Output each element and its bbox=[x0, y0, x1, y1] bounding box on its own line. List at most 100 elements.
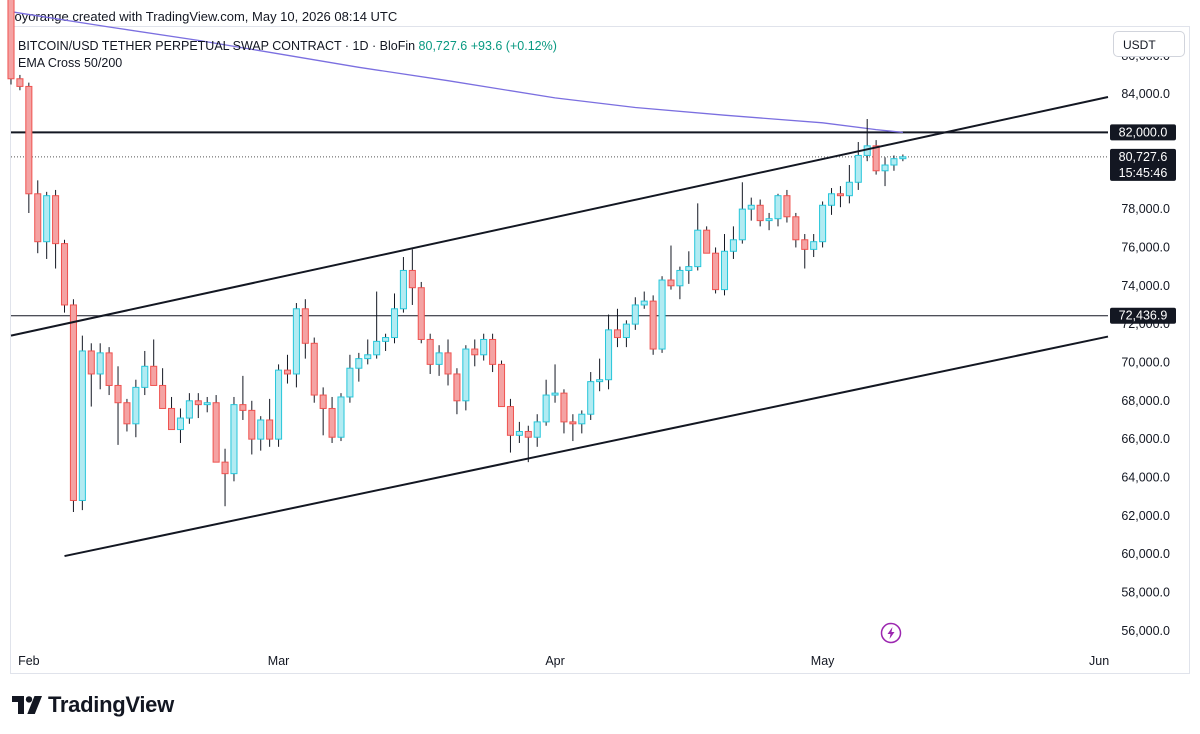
candle-2026-04-06[interactable] bbox=[596, 358, 604, 392]
candle-2026-04-07[interactable] bbox=[605, 314, 613, 390]
candle-2026-04-24[interactable] bbox=[756, 199, 764, 227]
candle-2026-04-17[interactable] bbox=[694, 203, 702, 271]
candle-2026-03-07[interactable] bbox=[328, 396, 336, 443]
trendline-1[interactable] bbox=[64, 335, 1109, 558]
candle-2026-04-21[interactable] bbox=[729, 226, 737, 259]
candle-2026-02-08[interactable] bbox=[87, 343, 95, 407]
candle-2026-04-15[interactable] bbox=[676, 266, 684, 300]
candle-2026-02-14[interactable] bbox=[141, 350, 149, 396]
candle-2026-03-04[interactable] bbox=[301, 299, 309, 359]
candle-2026-04-30[interactable] bbox=[810, 234, 818, 258]
candle-2026-03-24[interactable] bbox=[480, 333, 488, 361]
candle-2026-03-28[interactable] bbox=[515, 421, 523, 443]
candle-2026-03-15[interactable] bbox=[399, 257, 407, 313]
candle-2026-04-27[interactable] bbox=[783, 189, 791, 223]
trendline-0[interactable] bbox=[10, 95, 1109, 337]
candle-2026-05-04[interactable] bbox=[845, 165, 853, 204]
candle-2026-04-26[interactable] bbox=[774, 193, 782, 227]
candle-2026-05-07[interactable] bbox=[872, 140, 880, 175]
candle-2026-05-05[interactable] bbox=[854, 142, 862, 190]
candle-2026-04-19[interactable] bbox=[712, 247, 720, 294]
candle-2026-04-03[interactable] bbox=[569, 414, 577, 442]
candle-2026-02-18[interactable] bbox=[176, 408, 184, 443]
candle-2026-03-03[interactable] bbox=[292, 303, 300, 388]
candle-2026-03-29[interactable] bbox=[524, 425, 532, 463]
candle-2026-03-16[interactable] bbox=[408, 249, 416, 305]
candle-2026-05-09[interactable] bbox=[890, 155, 898, 171]
legend-indicator[interactable]: EMA Cross 50/200 bbox=[18, 56, 123, 70]
candle-2026-02-15[interactable] bbox=[150, 339, 158, 386]
candle-2026-04-18[interactable] bbox=[703, 226, 711, 254]
candle-2026-03-20[interactable] bbox=[444, 339, 452, 386]
candle-2026-02-25[interactable] bbox=[239, 375, 247, 420]
candle-2026-04-08[interactable] bbox=[613, 308, 622, 348]
candle-2026-05-01[interactable] bbox=[819, 201, 827, 248]
candle-2026-03-18[interactable] bbox=[426, 333, 434, 374]
candle-2026-05-03[interactable] bbox=[836, 186, 844, 208]
candle-2026-04-25[interactable] bbox=[765, 212, 773, 231]
candle-2026-04-04[interactable] bbox=[578, 410, 586, 434]
candle-2026-03-17[interactable] bbox=[417, 281, 425, 344]
candle-2026-02-02[interactable] bbox=[34, 180, 42, 254]
candle-2026-02-05[interactable] bbox=[60, 239, 69, 313]
price-tag[interactable]: 80,727.6 15:45:46 bbox=[1110, 148, 1176, 181]
candle-2026-03-31[interactable] bbox=[542, 379, 550, 426]
candle-2026-03-23[interactable] bbox=[471, 339, 479, 367]
candle-2026-03-19[interactable] bbox=[435, 345, 443, 376]
candle-2026-02-03[interactable] bbox=[43, 191, 51, 259]
candle-2026-02-12[interactable] bbox=[123, 398, 131, 432]
candle-2026-04-09[interactable] bbox=[622, 320, 630, 348]
candle-2026-02-27[interactable] bbox=[257, 416, 265, 451]
candle-2026-02-04[interactable] bbox=[52, 189, 60, 269]
candle-2026-04-14[interactable] bbox=[667, 245, 675, 290]
candle-2026-05-02[interactable] bbox=[827, 188, 836, 215]
candle-2026-03-22[interactable] bbox=[462, 345, 470, 411]
candle-2026-05-08[interactable] bbox=[881, 157, 889, 187]
candle-2026-04-10[interactable] bbox=[631, 297, 639, 330]
candle-2026-02-11[interactable] bbox=[114, 366, 122, 445]
candle-2026-03-13[interactable] bbox=[382, 333, 390, 351]
candle-2026-03-10[interactable] bbox=[355, 352, 363, 382]
candle-2026-03-08[interactable] bbox=[337, 393, 345, 442]
candle-2026-02-13[interactable] bbox=[132, 379, 140, 438]
candle-2026-03-02[interactable] bbox=[283, 354, 292, 384]
candle-2026-02-06[interactable] bbox=[69, 299, 77, 512]
candle-2026-03-25[interactable] bbox=[489, 333, 497, 373]
candle-2026-05-06[interactable] bbox=[863, 119, 871, 162]
candle-2026-03-01[interactable] bbox=[275, 364, 283, 447]
candle-2026-02-20[interactable] bbox=[194, 393, 202, 419]
candle-2026-03-06[interactable] bbox=[319, 387, 327, 436]
candle-2026-02-09[interactable] bbox=[96, 343, 104, 390]
candle-2026-04-12[interactable] bbox=[649, 295, 657, 355]
legend-symbol-row[interactable]: BITCOIN/USD TETHER PERPETUAL SWAP CONTRA… bbox=[18, 38, 557, 55]
candle-2026-02-01[interactable] bbox=[25, 82, 33, 213]
candle-2026-02-24[interactable] bbox=[230, 396, 238, 482]
candle-2026-02-16[interactable] bbox=[159, 368, 167, 409]
candle-2026-03-09[interactable] bbox=[346, 354, 354, 403]
legend-symbol[interactable]: BITCOIN/USD TETHER PERPETUAL SWAP CONTRA… bbox=[18, 39, 416, 53]
candle-2026-04-20[interactable] bbox=[720, 234, 729, 296]
candle-2026-03-05[interactable] bbox=[310, 337, 318, 403]
candle-2026-02-07[interactable] bbox=[78, 335, 86, 511]
candle-2026-04-28[interactable] bbox=[792, 212, 800, 248]
candle-2026-03-26[interactable] bbox=[497, 360, 506, 408]
candle-2026-03-30[interactable] bbox=[533, 414, 541, 447]
candle-2026-03-11[interactable] bbox=[364, 339, 372, 365]
price-tag[interactable]: 82,000.0 bbox=[1110, 124, 1176, 141]
candle-2026-04-11[interactable] bbox=[640, 291, 648, 309]
candle-2026-04-23[interactable] bbox=[747, 197, 755, 221]
candle-2026-02-26[interactable] bbox=[248, 400, 256, 455]
candle-2026-02-28[interactable] bbox=[266, 398, 274, 447]
candle-2026-03-12[interactable] bbox=[373, 291, 381, 359]
candle-2026-03-27[interactable] bbox=[506, 398, 514, 453]
price-tag[interactable]: 72,436.9 bbox=[1110, 307, 1176, 324]
candle-2026-03-14[interactable] bbox=[390, 293, 399, 344]
candle-2026-04-13[interactable] bbox=[658, 276, 666, 353]
currency-button[interactable]: USDT bbox=[1113, 31, 1185, 57]
candle-2026-04-01[interactable] bbox=[551, 364, 559, 403]
lightning-bolt-icon[interactable] bbox=[880, 622, 902, 644]
candle-2026-04-02[interactable] bbox=[560, 389, 568, 434]
candle-2026-04-29[interactable] bbox=[801, 234, 809, 269]
ema-200-line[interactable] bbox=[10, 11, 903, 134]
